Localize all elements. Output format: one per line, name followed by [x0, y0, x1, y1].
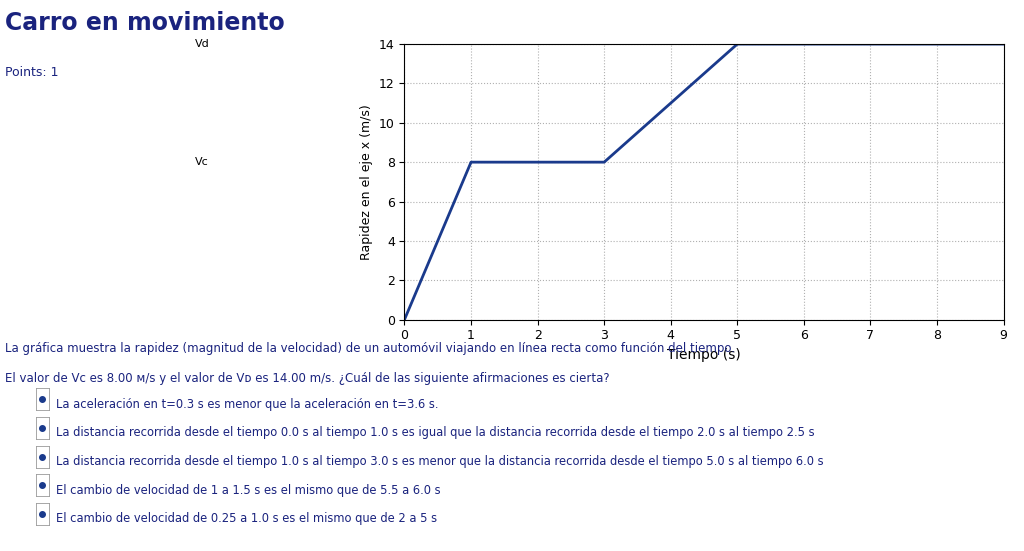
Text: El cambio de velocidad de 1 a 1.5 s es el mismo que de 5.5 a 6.0 s: El cambio de velocidad de 1 a 1.5 s es e… — [56, 484, 441, 497]
Text: Points: 1: Points: 1 — [5, 66, 58, 79]
Text: La aceleración en t=0.3 s es menor que la aceleración en t=3.6 s.: La aceleración en t=0.3 s es menor que l… — [56, 398, 439, 411]
Y-axis label: Rapidez en el eje x (m/s): Rapidez en el eje x (m/s) — [360, 104, 374, 260]
Text: Vd: Vd — [195, 39, 210, 49]
Text: La distancia recorrida desde el tiempo 0.0 s al tiempo 1.0 s es igual que la dis: La distancia recorrida desde el tiempo 0… — [56, 426, 815, 440]
Text: Vc: Vc — [195, 157, 209, 167]
Text: La distancia recorrida desde el tiempo 1.0 s al tiempo 3.0 s es menor que la dis: La distancia recorrida desde el tiempo 1… — [56, 455, 824, 468]
Text: El cambio de velocidad de 0.25 a 1.0 s es el mismo que de 2 a 5 s: El cambio de velocidad de 0.25 a 1.0 s e… — [56, 512, 437, 526]
X-axis label: Tiempo (s): Tiempo (s) — [667, 348, 741, 362]
Text: Carro en movimiento: Carro en movimiento — [5, 11, 285, 35]
Text: La gráfica muestra la rapidez (magnitud de la velocidad) de un automóvil viajand: La gráfica muestra la rapidez (magnitud … — [5, 342, 735, 355]
Text: El valor de Vᴄ es 8.00 ᴍ/s y el valor de Vᴅ es 14.00 m/s. ¿Cuál de las siguiente: El valor de Vᴄ es 8.00 ᴍ/s y el valor de… — [5, 372, 609, 385]
